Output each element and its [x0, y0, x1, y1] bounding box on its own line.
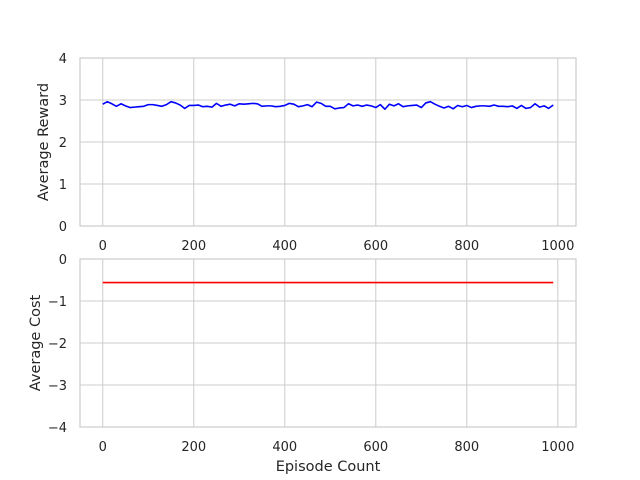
cost-gridlines: [80, 258, 576, 428]
reward-series-line-0: [102, 100, 554, 111]
reward-x-tick-label: 200: [181, 239, 206, 254]
cost-ylabel: Average Cost: [28, 294, 44, 391]
cost-x-tick-label: 0: [99, 440, 107, 455]
reward-y-tick-label: 1: [59, 178, 67, 193]
cost-panel: Average Cost Episode Count 0 200 400 600 800…: [28, 253, 577, 475]
reward-y-tick-label: 2: [59, 136, 67, 151]
reward-ylabel: Average Reward: [36, 83, 52, 201]
reward-y-tick-label: 0: [59, 220, 67, 235]
reward-x-tick-label: 800: [454, 239, 479, 254]
cost-xlabel: Episode Count: [276, 459, 381, 475]
reward-x-tick-label: 1000: [541, 239, 574, 254]
cost-plot-frame: [79, 258, 577, 428]
reward-x-tick-label: 400: [272, 239, 297, 254]
reward-x-tick-label: 600: [363, 239, 388, 254]
cost-x-tick-label: 600: [363, 440, 388, 455]
cost-x-tick-label: 400: [272, 440, 297, 455]
reward-y-tick-label: 4: [59, 52, 67, 67]
reward-gridlines: [80, 57, 576, 227]
cost-y-tick-label: −4: [48, 421, 67, 436]
cost-y-tick-label: −3: [48, 379, 67, 394]
reward-plot-frame: [79, 57, 577, 227]
cost-y-tick-label: −2: [48, 337, 67, 352]
cost-x-tick-label: 800: [454, 440, 479, 455]
cost-y-tick-label: 0: [59, 253, 67, 268]
reward-y-tick-label: 3: [59, 94, 67, 109]
reward-x-tick-label: 0: [99, 239, 107, 254]
cost-x-tick-label: 1000: [541, 440, 574, 455]
cost-x-tick-label: 200: [181, 440, 206, 455]
reward-panel: Average Reward 0 200 400 600 800 1000 0 1 2 3 4: [36, 52, 577, 254]
cost-y-tick-label: −1: [48, 295, 67, 310]
